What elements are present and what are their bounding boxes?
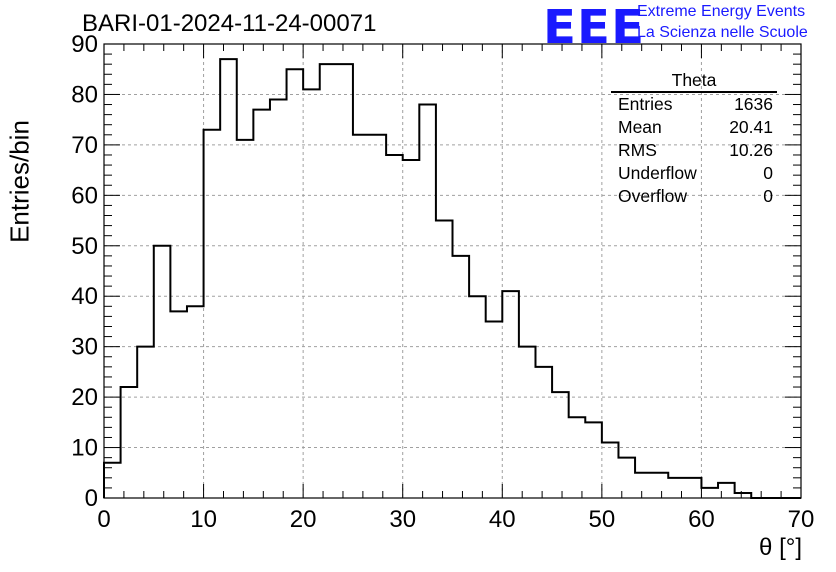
stats-label: Underflow [618, 163, 697, 183]
stats-row-entries: Entries 1636 [611, 93, 777, 116]
histogram-bin [204, 130, 221, 498]
histogram-bin [419, 105, 436, 498]
histogram-bin [618, 458, 635, 498]
y-tick-label: 40 [71, 283, 98, 310]
plot-frame [103, 43, 802, 499]
histogram-bin [187, 306, 204, 498]
y-tick-label: 30 [71, 334, 98, 361]
x-tick-label: 60 [688, 506, 715, 533]
histogram-bin [353, 135, 370, 498]
tick-labels: 0 10 20 30 40 50 60 70 0 10 20 30 40 50 60 70 80 90 [71, 31, 814, 533]
histogram-outline [103, 58, 802, 499]
histogram-bin [121, 387, 138, 498]
histogram-bin [287, 69, 304, 498]
histogram-bin [652, 473, 669, 498]
y-tick-label: 60 [71, 182, 98, 209]
eee-logo: EEE [543, 0, 646, 54]
histogram-bin [635, 473, 652, 498]
axes [103, 43, 802, 499]
logo-subtitle-1: Extreme Energy Events [637, 3, 806, 20]
y-tick-label: 90 [71, 31, 98, 58]
stats-label: Entries [618, 94, 673, 114]
histogram-bin [585, 422, 602, 498]
histogram-bin [253, 110, 270, 498]
y-tick-label: 0 [85, 485, 98, 512]
y-tick-label: 50 [71, 233, 98, 260]
stats-row-underflow: Underflow 0 [611, 162, 777, 185]
histogram-bin [436, 221, 453, 498]
histogram-bin [701, 488, 718, 498]
histogram-series [103, 58, 802, 499]
stats-value: 0 [763, 163, 773, 183]
histogram-bin [502, 291, 519, 498]
y-tick-label: 10 [71, 435, 98, 462]
histogram-bin [519, 347, 536, 498]
stats-label: RMS [618, 140, 657, 160]
histogram-bin [336, 64, 353, 498]
histogram-bin [718, 483, 735, 498]
histogram-bin [220, 59, 237, 498]
histogram-bin [602, 443, 619, 498]
stats-row-mean: Mean 20.41 [611, 116, 777, 139]
x-tick-label: 50 [589, 506, 616, 533]
histogram-bin [303, 89, 320, 498]
stats-value: 10.26 [729, 140, 773, 160]
histogram-bin [370, 135, 387, 498]
histogram-bin [486, 321, 503, 498]
stats-box: Theta Entries 1636 Mean 20.41 RMS 10.26 Und… [611, 70, 777, 208]
x-tick-label: 40 [489, 506, 516, 533]
x-tick-label: 10 [190, 506, 217, 533]
histogram-bin [569, 417, 586, 498]
y-tick-label: 80 [71, 81, 98, 108]
stats-label: Overflow [618, 186, 688, 206]
histogram-bin [170, 311, 187, 498]
stats-value: 1636 [734, 94, 773, 114]
histogram-bin [668, 478, 685, 498]
chart-title: BARI-01-2024-11-24-00071 [82, 10, 377, 37]
histogram-bin [270, 99, 287, 498]
y-tick-label: 20 [71, 384, 98, 411]
stats-value: 0 [763, 186, 773, 206]
histogram-bin [320, 64, 337, 498]
x-tick-label: 30 [389, 506, 416, 533]
histogram-bin [237, 140, 254, 498]
x-tick-label: 70 [788, 506, 815, 533]
histogram-bin [552, 392, 569, 498]
x-tick-label: 0 [97, 506, 110, 533]
histogram-bin [453, 256, 470, 498]
histogram-bin [685, 478, 702, 498]
histogram-bin [137, 347, 154, 498]
y-tick-label: 70 [71, 132, 98, 159]
stats-value: 20.41 [729, 117, 773, 137]
histogram-bin [535, 367, 552, 498]
stats-label: Mean [618, 117, 662, 137]
stats-row-rms: RMS 10.26 [611, 139, 777, 162]
histogram-bin [386, 155, 403, 498]
stats-title: Theta [611, 70, 777, 93]
stats-row-overflow: Overflow 0 [611, 185, 777, 208]
y-axis-label: Entries/bin [4, 120, 35, 243]
x-axis-label: θ [°] [759, 534, 802, 561]
histogram-bin [154, 246, 171, 498]
logo-subtitle-2: La Scienza nelle Scuole [637, 24, 808, 41]
x-tick-label: 20 [290, 506, 317, 533]
